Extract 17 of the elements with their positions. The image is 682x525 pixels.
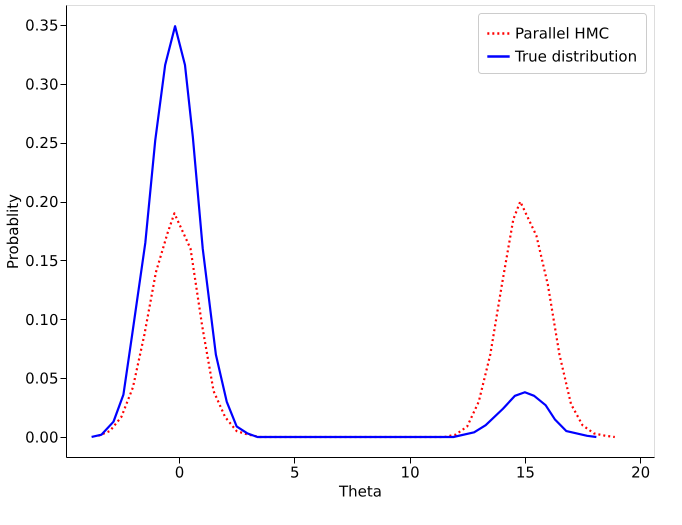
y-tick-label: 0.30 [25, 75, 58, 94]
x-axis-title: Theta [338, 482, 382, 500]
x-tick-label: 20 [631, 464, 650, 482]
y-axis-title: Probablity [4, 194, 22, 270]
legend-label: True distribution [514, 48, 638, 66]
y-tick-label: 0.00 [25, 428, 58, 446]
y-tick-label: 0.20 [25, 193, 58, 212]
y-tick-label: 0.10 [25, 310, 58, 329]
y-tick-label: 0.05 [25, 370, 58, 388]
x-tick-label: 0 [174, 464, 184, 482]
y-tick-label: 0.35 [25, 16, 58, 35]
y-tick-label: 0.25 [25, 134, 58, 152]
x-tick-label: 15 [516, 464, 535, 482]
x-tick-label: 5 [290, 464, 300, 482]
y-tick-label: 0.15 [25, 252, 58, 270]
legend-label: Parallel HMC [515, 24, 610, 42]
x-tick-label: 10 [400, 464, 420, 482]
